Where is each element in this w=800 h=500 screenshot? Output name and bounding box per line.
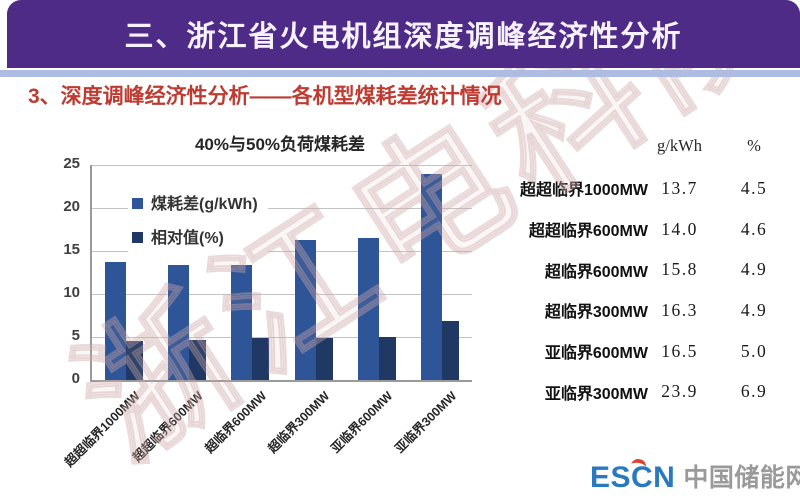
gridline-15 (92, 250, 472, 252)
table-row-label: 超临界300MW (544, 304, 648, 322)
category-label: 超临界600MW (202, 388, 270, 456)
bar-series0 (294, 239, 316, 380)
bar-group (282, 165, 345, 380)
bar-series0 (231, 244, 253, 380)
legend-item: 相对值(%) (132, 230, 258, 248)
ytick-label: 5 (71, 327, 80, 344)
bar-group (219, 165, 282, 380)
table-cell-gkwh: 16.3 (661, 299, 698, 320)
category-label: 亚临界600MW (328, 388, 396, 456)
bar-group (92, 165, 155, 380)
bar-series0 (357, 238, 379, 380)
table-row-label: 亚临界600MW (544, 345, 648, 363)
bar-series1 (125, 341, 143, 380)
chart-legend: 煤耗差(g/kWh) 相对值(%) (128, 194, 268, 265)
data-table: g/kWh % 超超临界1000MW 13.7 4.5 超超临界600MW 14.0 4.… (505, 124, 797, 412)
category-label: 超临界300MW (265, 388, 333, 456)
bar-series0 (104, 262, 126, 380)
slide-header-band: 三、浙江省火电机组深度调峰经济性分析 (7, 0, 800, 68)
gridline-10 (92, 293, 472, 295)
bar-group (345, 165, 408, 380)
slide-title: 三、浙江省火电机组深度调峰经济性分析 (124, 21, 683, 53)
chart-title: 40%与50%负荷煤耗差 (194, 135, 366, 154)
table-cell-pct: 5.0 (740, 340, 768, 361)
escn-logo-cn-text: 中国储能网 (683, 463, 800, 492)
table-cell-gkwh: 14.0 (661, 218, 698, 239)
table-cell-gkwh: 23.9 (661, 381, 698, 402)
ytick-label: 20 (63, 198, 80, 215)
ytick-label: 25 (63, 155, 80, 172)
legend-item: 煤耗差(g/kWh) (132, 196, 258, 214)
table-row-label: 超临界600MW (544, 263, 648, 281)
table-cell-gkwh: 15.8 (661, 259, 698, 280)
category-label: 亚临界300MW (392, 388, 460, 456)
table-cell-gkwh: 16.5 (661, 340, 698, 361)
category-label: 超超临界1000MW (61, 388, 143, 470)
ytick-label: 0 (71, 370, 80, 387)
bar-series0 (167, 259, 189, 380)
legend-swatch-icon (132, 198, 143, 209)
table-cell-pct: 4.6 (740, 218, 768, 239)
bar-chart-plot-area (90, 164, 472, 382)
table-row-label: 亚临界300MW (544, 385, 648, 403)
gridline-20 (92, 207, 472, 209)
legend-item-label: 相对值(%) (151, 230, 224, 248)
table-cell-pct: 4.9 (740, 259, 768, 280)
x-axis-labels: 超超临界1000MW 超超临界600MW 超临界600MW 超临界300MW 亚临界60… (0, 386, 500, 470)
escn-logo: ESCN 中国储能网 (590, 457, 800, 494)
bar-series0 (421, 174, 443, 380)
table-header-pct: % (747, 136, 761, 155)
bar-series1 (315, 337, 333, 380)
bar-series1 (378, 337, 396, 380)
table-cell-pct: 4.9 (740, 299, 768, 320)
escn-logo-text: ESCN (590, 461, 676, 494)
table-row-label: 超超临界1000MW (519, 182, 648, 200)
gridline-25 (92, 164, 472, 166)
table-row-label: 超超临界600MW (528, 223, 648, 241)
table-cell-pct: 6.9 (740, 381, 768, 402)
table-cell-gkwh: 13.7 (661, 177, 698, 198)
table-cell-pct: 4.5 (740, 177, 768, 198)
bar-group (155, 165, 218, 380)
bar-series1 (188, 340, 206, 380)
ytick-label: 15 (63, 241, 80, 258)
legend-swatch-icon (132, 232, 143, 244)
ytick-label: 10 (63, 284, 80, 301)
bar-group (409, 165, 472, 380)
table-header-gkwh: g/kWh (657, 136, 702, 155)
header-divider (0, 70, 800, 77)
bar-series1 (252, 337, 270, 380)
section-subtitle: 3、深度调峰经济性分析——各机型煤耗差统计情况 (28, 85, 502, 108)
bar-series1 (442, 320, 460, 380)
legend-item-label: 煤耗差(g/kWh) (151, 196, 258, 213)
gridline-5 (92, 336, 472, 338)
